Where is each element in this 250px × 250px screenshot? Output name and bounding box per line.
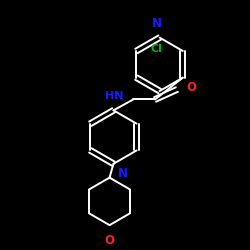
Text: O: O	[104, 234, 115, 247]
Text: O: O	[187, 81, 197, 94]
Text: N: N	[118, 167, 128, 180]
Text: HN: HN	[105, 92, 124, 102]
Text: Cl: Cl	[150, 44, 162, 54]
Text: N: N	[152, 17, 162, 30]
